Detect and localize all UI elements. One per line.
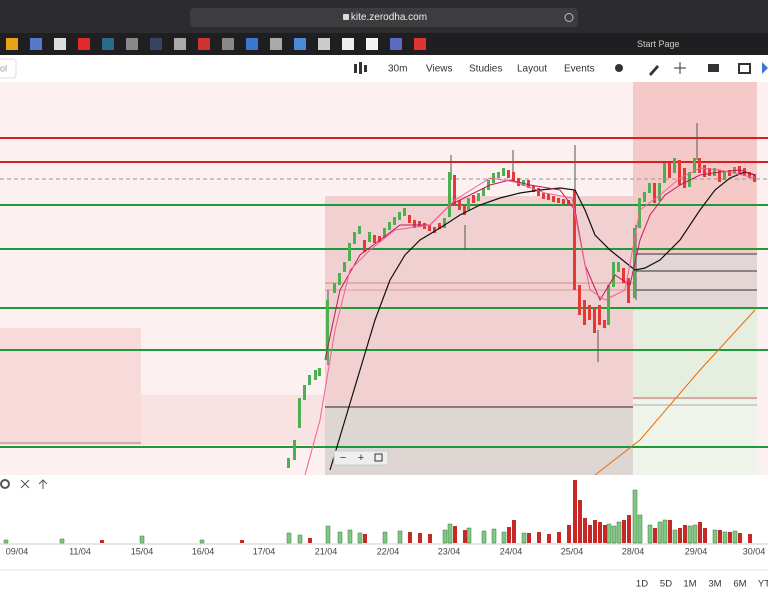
draw-icon[interactable] — [649, 65, 659, 76]
candle-type-icon[interactable] — [354, 62, 367, 74]
date-label: 17/04 — [253, 546, 276, 556]
date-label: 21/04 — [315, 546, 338, 556]
zoom-out[interactable]: − — [340, 452, 346, 464]
bookmark[interactable] — [126, 38, 138, 50]
date-label: 28/04 — [622, 546, 645, 556]
range-buttons: 1D 5D 1M 3M 6M YT — [636, 579, 768, 590]
search-text: ol — [0, 63, 7, 73]
bookmark[interactable] — [366, 38, 378, 50]
lock-icon — [343, 14, 349, 20]
date-label: 25/04 — [561, 546, 584, 556]
zoom-in[interactable]: + — [358, 452, 364, 464]
menu[interactable]: Layout — [517, 64, 547, 75]
url: kite.zerodha.com — [351, 12, 427, 23]
close-icon[interactable] — [20, 479, 30, 489]
volume-panel — [0, 475, 768, 545]
bookmark[interactable] — [54, 38, 66, 50]
bookmark[interactable] — [174, 38, 186, 50]
range-button[interactable]: 5D — [660, 579, 672, 590]
collapse-icon[interactable] — [38, 479, 48, 489]
panel-icon[interactable] — [738, 63, 751, 74]
settings-icon[interactable] — [615, 64, 623, 72]
zone — [141, 395, 325, 445]
price-chart: − + — [0, 82, 768, 476]
moving-average — [304, 167, 756, 476]
date-axis: 09/04 11/04 15/04 16/04 17/04 21/04 22/0… — [6, 546, 766, 556]
bookmark-icons — [6, 38, 426, 50]
bookmark[interactable] — [222, 38, 234, 50]
bookmark[interactable] — [198, 38, 210, 50]
date-label: 11/04 — [69, 546, 91, 556]
bookmark[interactable] — [294, 38, 306, 50]
range-button[interactable]: YT — [758, 579, 768, 590]
crosshair-icon[interactable] — [674, 62, 686, 74]
bookmark[interactable] — [246, 38, 258, 50]
volume-down — [100, 480, 752, 543]
moving-average — [594, 309, 756, 476]
range-button[interactable]: 1M — [683, 579, 696, 590]
zone — [325, 196, 633, 408]
range-button[interactable]: 1D — [636, 579, 648, 590]
date-label: 24/04 — [500, 546, 523, 556]
bookmark[interactable] — [78, 38, 90, 50]
reload-icon[interactable] — [564, 13, 574, 22]
menu[interactable]: Studies — [469, 64, 502, 75]
zone — [0, 328, 141, 445]
date-label: 09/04 — [6, 546, 29, 556]
bookmark[interactable] — [414, 38, 426, 50]
search-box[interactable] — [0, 58, 17, 79]
bookmarks-bar — [0, 33, 768, 55]
toolbar — [0, 55, 768, 82]
interval[interactable]: 30m — [388, 64, 407, 75]
comment-icon[interactable] — [708, 64, 719, 72]
bookmark[interactable] — [102, 38, 114, 50]
bookmark[interactable] — [30, 38, 42, 50]
moving-average — [329, 171, 756, 471]
date-label: 16/04 — [192, 546, 215, 556]
bookmark[interactable] — [342, 38, 354, 50]
menu[interactable]: Views — [426, 64, 453, 75]
range-button[interactable]: 6M — [733, 579, 746, 590]
address-bar[interactable] — [190, 8, 578, 27]
bookmark[interactable] — [270, 38, 282, 50]
volume-up — [3, 489, 738, 544]
bookmark[interactable] — [318, 38, 330, 50]
date-label: 30/04 — [743, 546, 766, 556]
zone — [633, 400, 757, 475]
date-label: 29/04 — [685, 546, 708, 556]
flash-icon[interactable] — [762, 62, 768, 74]
bookmark[interactable] — [390, 38, 402, 50]
start-page[interactable]: Start Page — [637, 39, 680, 49]
fullscreen[interactable] — [374, 453, 383, 462]
bookmark[interactable] — [150, 38, 162, 50]
zone — [633, 254, 757, 310]
date-label: 23/04 — [438, 546, 461, 556]
range-button[interactable]: 3M — [708, 579, 721, 590]
date-label: 22/04 — [377, 546, 400, 556]
settings-icon[interactable] — [0, 479, 10, 489]
bookmark[interactable] — [6, 38, 18, 50]
moving-average — [324, 169, 756, 361]
date-label: 15/04 — [131, 546, 154, 556]
menu[interactable]: Events — [564, 64, 595, 75]
